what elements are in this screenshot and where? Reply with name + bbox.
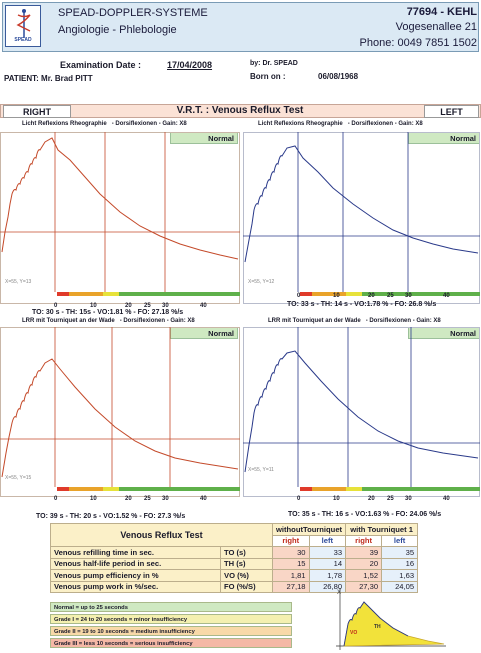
phone: Phone: 0049 7851 1502 [359,37,477,49]
tick-20: 20 [125,303,132,309]
panel-3-caption: TO: 39 s - TH: 20 s - VO:1.52 % - FO: 27… [36,513,186,520]
tick-25: 25 [387,496,394,502]
panel-2-readout: X=55, Y=12 [248,279,275,285]
tick-10: 10 [333,496,340,502]
col-right-1: right [272,534,310,547]
tick-0: 0 [297,496,301,502]
tick-40: 40 [200,496,207,502]
panel-3-title: LRR mit Tourniquet an der Wade - Dorsifl… [22,318,195,324]
panel-4-caption: TO: 35 s - TH: 16 s - VO:1.63 % - FO: 24… [288,511,442,518]
logo-text: SPEAD [14,37,32,43]
street: Vogesenallee 21 [395,21,477,33]
exam-date: 17/04/2008 [167,60,213,70]
tick-30: 30 [405,293,412,299]
panel-4-curve: X=55, Y=11 [243,327,480,497]
diagram-label-x: X [337,590,341,596]
patient-name: PATIENT: Mr. Brad PITT [4,74,93,83]
panel-4-title: LRR mit Tourniquet an der Wade - Dorsifl… [268,318,441,324]
vrt-title: V.R.T. : Venous Reflux Test [176,105,304,116]
tick-30: 30 [405,496,412,502]
spead-logo: SPEAD [5,5,41,47]
table-title: Venous Reflux Test [50,523,273,547]
legend-normal: Normal = up to 25 seconds [50,602,292,612]
tick-20: 20 [368,496,375,502]
tick-20: 20 [368,293,375,299]
tick-30: 30 [162,496,169,502]
tick-40: 40 [443,496,450,502]
col-right-2: right [345,534,383,547]
letterhead [2,2,479,52]
right-tag: RIGHT [3,105,71,118]
panel-1-caption: TO: 30 s - TH: 15s - VO:1.81 % - FO: 27.… [32,309,184,316]
city: 77694 - KEHL [406,6,477,18]
left-tag: LEFT [424,105,479,118]
tick-40: 40 [443,293,450,299]
tick-30: 30 [162,303,169,309]
born-label: Born on : [250,72,286,81]
tick-20: 20 [125,496,132,502]
legend-grade-1: Grade I = 24 to 20 seconds = minor insuf… [50,614,292,624]
tick-25: 25 [144,496,151,502]
born-date: 06/08/1968 [318,72,359,81]
caduceus-icon [16,9,31,38]
grade-legend: Normal = up to 25 seconds Grade I = 24 t… [50,602,292,648]
panel-2-title: Licht Reflexions Rheographie - Dorsiflex… [258,121,423,127]
group-with-tourniquet: with Tourniquet 1 [345,523,419,536]
group-without-tourniquet: withoutTourniquet [271,523,347,536]
col-left-2: left [381,534,419,547]
panel-2-caption: TO: 33 s - TH: 14 s - VO:1.78 % - FO: 26… [287,301,437,308]
company-name: SPEAD-DOPPLER-SYSTEME [58,7,208,19]
exam-date-label: Examination Date : [60,60,142,70]
vrt-results-table: Venous Reflux Test withoutTourniquet wit… [50,523,419,593]
tick-25: 25 [387,293,394,299]
panel-4-readout: X=55, Y=11 [248,467,274,473]
diagram-label-th: TH [374,624,381,630]
panel-3-curve: X=55, Y=15 [0,327,240,497]
diagram-label-vo: VO [350,630,357,636]
table-row: Venous pump efficiency in % VO (%) 1,81 … [50,569,419,582]
tick-0: 0 [54,303,58,309]
tick-10: 10 [90,496,97,502]
tick-0: 0 [54,496,58,502]
reflux-curve-diagram: VO TH X [336,588,446,650]
panel-2-curve: X=55, Y=12 [243,132,480,304]
col-left-1: left [308,534,347,547]
panel-1-title: Licht Reflexions Rheographie - Dorsiflex… [22,121,187,127]
tick-25: 25 [144,303,151,309]
panel-1-curve: X=55, Y=13 [0,132,240,304]
table-row: Venous half-life period in sec. TH (s) 1… [50,557,419,570]
legend-grade-2: Grade II = 19 to 10 seconds = medium ins… [50,626,292,636]
department: Angiologie - Phlebologie [58,24,177,36]
tick-10: 10 [333,293,340,299]
panel-1-readout: X=55, Y=13 [5,279,32,285]
tick-10: 10 [90,303,97,309]
tick-0: 0 [297,293,301,299]
doctor: by: Dr. SPEAD [250,60,298,67]
tick-40: 40 [200,303,207,309]
table-row: Venous pump work in %/sec. FO (%/S) 27,1… [50,580,419,593]
panel-3-readout: X=55, Y=15 [5,475,32,481]
table-row: Venous refilling time in sec. TO (s) 30 … [50,546,419,559]
legend-grade-3: Grade III = less 10 seconds = serious in… [50,638,292,648]
